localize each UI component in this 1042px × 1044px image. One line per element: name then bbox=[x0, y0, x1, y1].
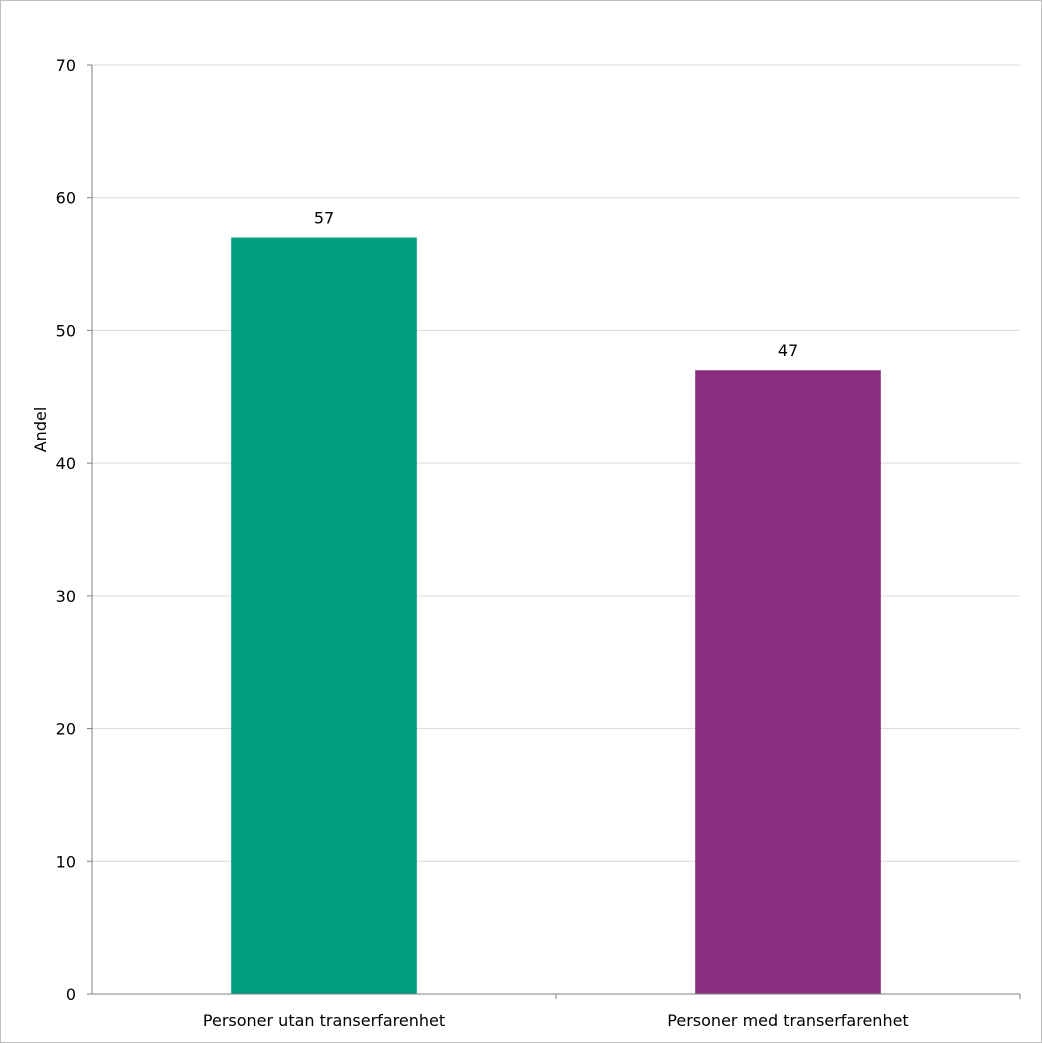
data-label: 57 bbox=[314, 209, 334, 228]
y-tick-label: 20 bbox=[56, 720, 76, 739]
y-tick-label: 60 bbox=[56, 189, 76, 208]
y-tick-label: 10 bbox=[56, 852, 76, 871]
bars bbox=[231, 237, 881, 994]
data-label: 47 bbox=[778, 341, 798, 360]
y-tick-label: 50 bbox=[56, 321, 76, 340]
category-label: Personer utan transerfarenhet bbox=[203, 1011, 445, 1030]
bar-1 bbox=[695, 370, 881, 994]
category-label: Personer med transerfarenhet bbox=[667, 1011, 908, 1030]
bar-0 bbox=[231, 237, 417, 994]
y-tick-label: 30 bbox=[56, 587, 76, 606]
y-axis-title: Andel bbox=[31, 407, 50, 453]
y-tick-label: 40 bbox=[56, 454, 76, 473]
y-tick-label: 70 bbox=[56, 56, 76, 75]
data-labels: 57 47 bbox=[314, 209, 798, 361]
y-tick-label: 0 bbox=[66, 985, 76, 1004]
category-labels: Personer utan transerfarenhet Personer me… bbox=[203, 994, 1021, 1030]
y-axis-ticks: 0 10 20 30 40 50 60 70 bbox=[56, 56, 92, 1004]
